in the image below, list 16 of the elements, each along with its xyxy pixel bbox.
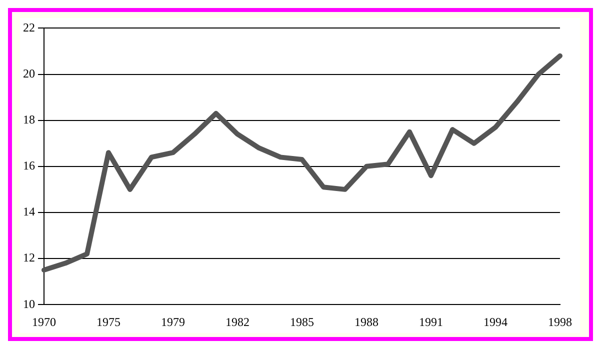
y-tick-label: 10 [23, 296, 35, 311]
y-tick-label: 20 [23, 66, 35, 80]
x-tick-label: 1979 [161, 314, 185, 329]
y-tick-label: 18 [23, 112, 35, 126]
x-tick-label: 1975 [96, 314, 120, 329]
y-tick-label: 22 [23, 20, 35, 34]
y-tick-label: 14 [23, 204, 35, 219]
x-tick-label: 1994 [484, 314, 508, 329]
y-tick-label: 16 [23, 158, 35, 173]
x-tick-label: 1988 [354, 314, 378, 329]
y-tick-label: 12 [23, 250, 35, 265]
x-tick-label: 1985 [290, 314, 314, 329]
x-tick-label: 1991 [419, 314, 443, 329]
x-tick-label: 1982 [226, 314, 250, 329]
x-tick-label: 1998 [548, 314, 572, 329]
x-tick-label: 1970 [32, 314, 56, 329]
